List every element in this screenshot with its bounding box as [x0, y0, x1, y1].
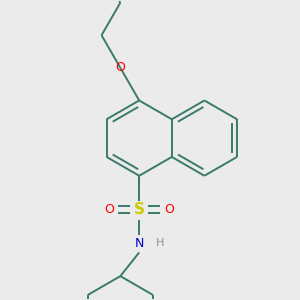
- Text: S: S: [134, 202, 145, 217]
- Text: O: O: [104, 203, 114, 216]
- Text: N: N: [134, 237, 144, 250]
- Text: O: O: [116, 61, 125, 74]
- Text: H: H: [156, 238, 164, 248]
- Text: O: O: [164, 203, 174, 216]
